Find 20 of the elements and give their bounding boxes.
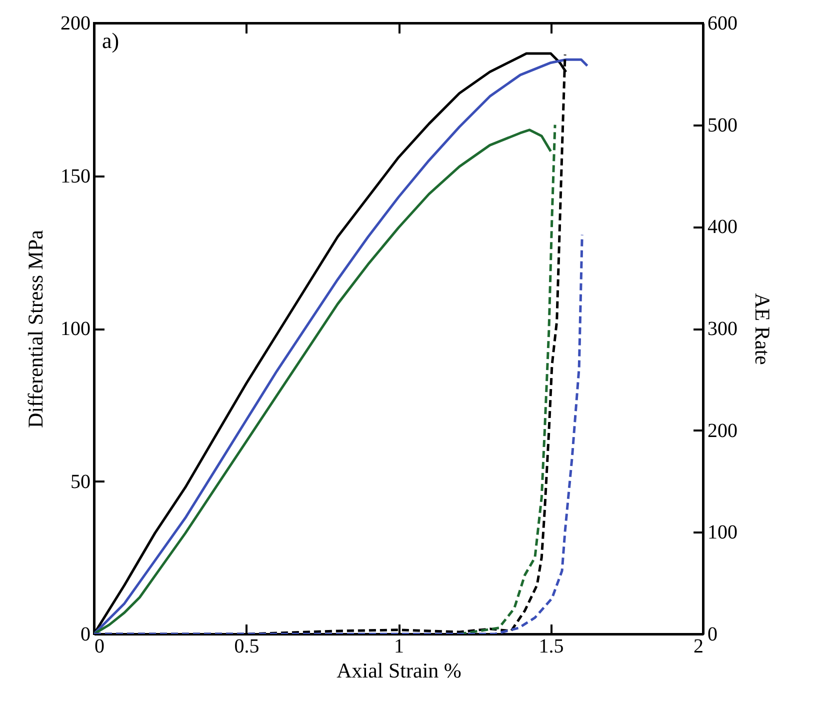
- y-tick-label: 200: [60, 12, 90, 34]
- y2-tick-label: 300: [708, 318, 738, 340]
- line-series: [94, 128, 552, 634]
- x-tick-label: 1: [394, 636, 404, 658]
- y2-tick-label: 100: [708, 522, 738, 544]
- y2-axis-title: AE Rate: [750, 293, 774, 365]
- y2-tick-label: 400: [708, 216, 738, 238]
- x-axis-title: Axial Strain %: [336, 658, 462, 682]
- y-tick-label: 100: [60, 318, 90, 340]
- y-axis-title: Differential Stress MPa: [24, 229, 48, 428]
- y-tick-label: 50: [70, 470, 90, 493]
- annotation: a): [102, 28, 120, 53]
- y2-tick-label: 500: [708, 114, 738, 136]
- x-tick-label: 2: [694, 636, 704, 658]
- y2-tick-label: 600: [708, 12, 738, 34]
- y-tick-label: 150: [60, 165, 90, 188]
- x-tick-label: 0.5: [234, 636, 260, 658]
- x-tick-label: 1.5: [538, 636, 564, 658]
- x-tick-label: 0: [94, 636, 104, 658]
- y2-tick-label: 200: [708, 420, 738, 442]
